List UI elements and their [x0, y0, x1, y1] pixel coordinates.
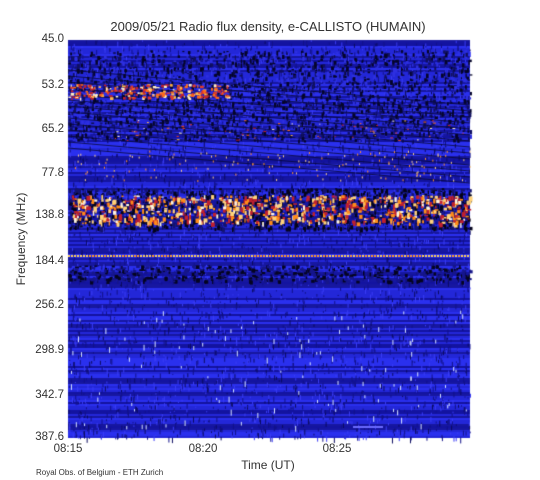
y-tick-label: 77.8 [41, 167, 64, 179]
y-tick-label: 138.8 [35, 209, 64, 221]
chart-title: 2009/05/21 Radio flux density, e-CALLIST… [110, 19, 426, 34]
y-tick-label: 53.2 [41, 79, 64, 91]
footer-credit: Royal Obs. of Belgium - ETH Zurich [36, 468, 164, 477]
y-tick-label: 65.2 [41, 123, 64, 135]
x-axis-label: Time (UT) [241, 458, 295, 472]
y-tick-label: 184.4 [35, 255, 64, 267]
y-tick-label: 256.2 [35, 299, 64, 311]
x-tick-label: 08:25 [322, 443, 352, 455]
y-tick-label: 342.7 [35, 389, 64, 401]
x-tick-label: 08:20 [188, 443, 218, 455]
x-tick-label: 08:15 [53, 443, 83, 455]
y-axis-label: Frequency (MHz) [14, 192, 28, 286]
y-tick-label: 387.6 [35, 431, 64, 443]
y-tick-label: 298.9 [35, 344, 64, 356]
y-tick-label: 45.0 [41, 33, 64, 45]
